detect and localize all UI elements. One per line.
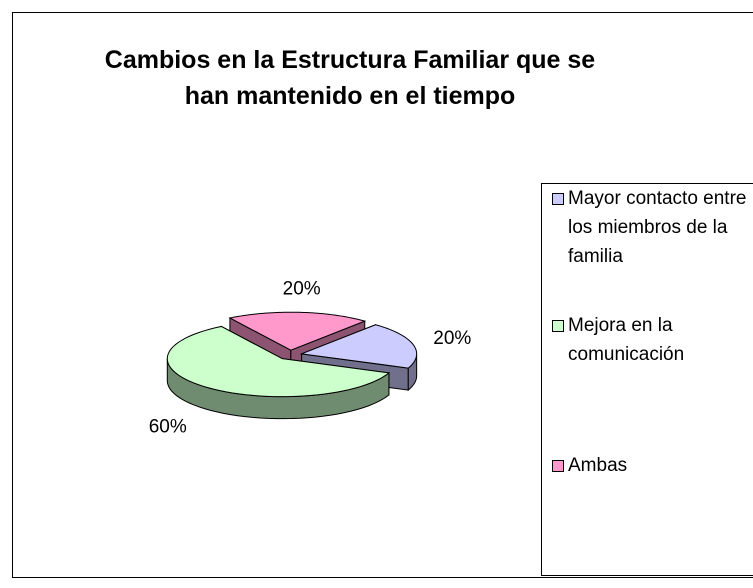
legend-swatch — [552, 320, 564, 332]
legend-label: Mayor contacto entre los miembros de la … — [568, 188, 747, 267]
legend: Mayor contacto entre los miembros de la … — [541, 183, 753, 576]
legend-item: Mejora en la comunicación — [552, 311, 753, 369]
legend-swatch — [552, 193, 564, 205]
data-label: 60% — [149, 416, 187, 437]
slice — [228, 311, 367, 351]
legend-label: Ambas — [568, 455, 628, 476]
data-label: 20% — [283, 279, 321, 300]
legend-item: Ambas — [552, 451, 753, 480]
slice — [166, 325, 391, 398]
legend-item: Mayor contacto entre los miembros de la … — [552, 184, 753, 271]
data-label: 20% — [433, 328, 471, 349]
chart-frame — [12, 12, 753, 578]
legend-label: Mejora en la comunicación — [568, 315, 685, 365]
chart-title: Cambios en la Estructura Familiar que se… — [104, 46, 596, 110]
legend-swatch — [552, 460, 564, 472]
slice — [299, 324, 418, 369]
